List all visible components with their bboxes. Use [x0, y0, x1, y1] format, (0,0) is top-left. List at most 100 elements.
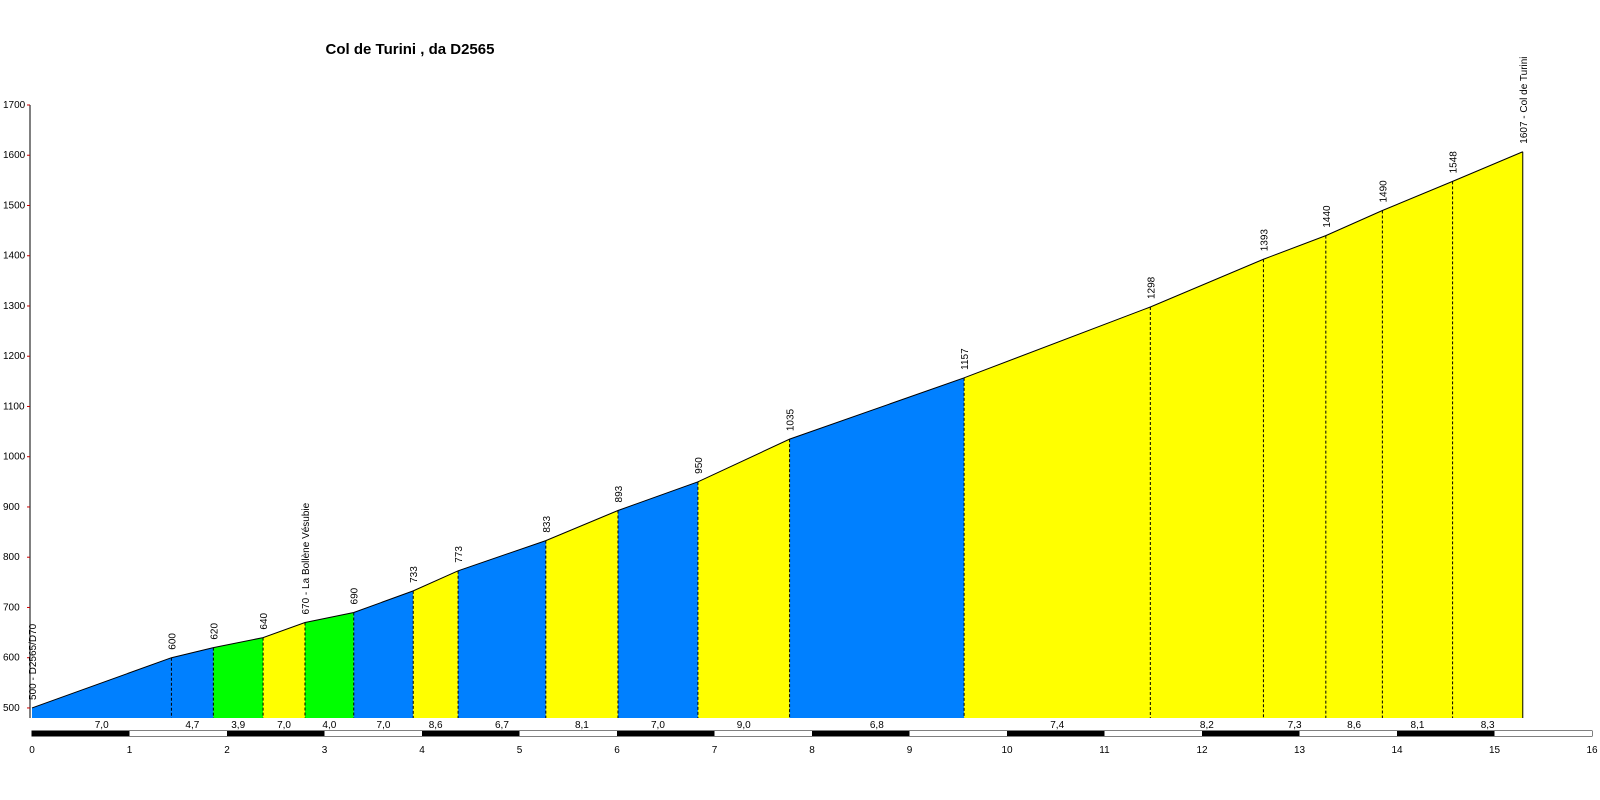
altitude-label: 670 - La Bollène Vésubie [301, 502, 312, 614]
altitude-label: 1548 [1449, 151, 1460, 174]
x-tick-label: 3 [322, 745, 328, 756]
y-tick-label: 1100 [3, 401, 25, 412]
x-tick-label: 5 [517, 745, 523, 756]
gradient-label: 7,0 [277, 720, 291, 731]
x-tick-label: 10 [1001, 745, 1013, 756]
gradient-label: 8,2 [1200, 720, 1214, 731]
profile-segment [697, 439, 790, 718]
x-tick-label: 1 [127, 745, 133, 756]
km-scale-block [714, 731, 812, 736]
km-scale-block [617, 731, 715, 736]
altitude-point-labels: 500 - D2565/D70 600 620 640 670 - La Bollène… [28, 56, 1530, 700]
km-scale-block [812, 731, 910, 736]
km-scale-block [1397, 731, 1495, 736]
km-scale-block [422, 731, 520, 736]
y-axis: 1700 1600 1500 1400 1300 1200 1100 1000 900 800 70… [3, 100, 31, 718]
profile-segment [1150, 259, 1264, 718]
km-scale-block [1299, 731, 1397, 736]
altitude-label: 773 [454, 546, 465, 563]
altitude-label: 950 [694, 457, 705, 474]
altitude-label: 833 [542, 516, 553, 533]
profile-outline [31, 151, 1524, 718]
y-tick-label: 900 [3, 502, 20, 513]
profile-segment [1382, 181, 1453, 718]
km-scale-block [909, 731, 1007, 736]
y-tick-label: 1200 [3, 351, 26, 362]
x-tick-label: 13 [1294, 745, 1306, 756]
segment-dividers [170, 181, 1454, 718]
x-tick-label: 16 [1586, 745, 1598, 756]
x-tick-label: 2 [224, 745, 230, 756]
altitude-label: 1157 [960, 348, 971, 370]
gradient-label: 3,9 [231, 720, 245, 731]
profile-segment [964, 306, 1151, 718]
gradient-label: 9,0 [737, 720, 751, 731]
gradient-label: 4,7 [185, 720, 199, 731]
altitude-label: 1440 [1322, 205, 1333, 228]
km-scale-block [1104, 731, 1202, 736]
altitude-label: 1035 [786, 408, 797, 431]
x-tick-label: 14 [1391, 745, 1403, 756]
km-scale-block [32, 731, 130, 736]
gradient-label: 8,6 [1347, 720, 1361, 731]
profile-segment [413, 570, 459, 718]
profile-line [31, 151, 1523, 709]
profile-segment [545, 510, 618, 718]
profile-segment [458, 540, 546, 718]
y-tick-label: 1700 [3, 100, 26, 111]
km-scale-block [227, 731, 325, 736]
profile-segment [617, 481, 698, 718]
x-tick-label: 9 [907, 745, 913, 756]
gradient-label: 4,0 [322, 720, 336, 731]
km-scale-block [519, 731, 617, 736]
y-tick-label: 1400 [3, 251, 26, 262]
altitude-label: 733 [409, 566, 420, 583]
gradient-labels: 7,0 4,7 3,9 7,0 4,0 7,0 8,6 6,7 8,1 7,0 9,0 6,8 7,4 8… [95, 720, 1495, 731]
km-scale-bar [31, 730, 1593, 737]
profile-segment [1263, 235, 1326, 718]
profile-segment [213, 637, 264, 718]
x-tick-label: 0 [29, 745, 35, 756]
altitude-label: 1490 [1378, 180, 1389, 203]
x-tick-label: 15 [1489, 745, 1501, 756]
profile-segment [1325, 210, 1383, 718]
x-tick-label: 4 [419, 745, 425, 756]
gradient-label: 6,7 [495, 720, 509, 731]
gradient-label: 7,0 [377, 720, 391, 731]
altitude-label: 600 [167, 633, 178, 650]
km-scale-block [129, 731, 227, 736]
altitude-label: 893 [614, 485, 625, 502]
y-tick-label: 1000 [3, 452, 26, 463]
y-tick-label: 800 [3, 552, 20, 563]
km-scale-block [324, 731, 422, 736]
gradient-label: 8,6 [429, 720, 443, 731]
y-tick-label: 700 [3, 602, 20, 613]
y-tick-label: 500 [3, 703, 20, 714]
altitude-label: 690 [350, 587, 361, 604]
gradient-label: 7,3 [1288, 720, 1302, 731]
profile-segment [1452, 151, 1523, 718]
gradient-label: 7,0 [651, 720, 665, 731]
gradient-label: 8,1 [1411, 720, 1425, 731]
gradient-label: 8,1 [575, 720, 589, 731]
gradient-label: 7,4 [1050, 720, 1064, 731]
km-scale-block [1007, 731, 1105, 736]
chart-title: Col de Turini , da D2565 [326, 41, 495, 58]
x-tick-label: 8 [809, 745, 815, 756]
altitude-label: 1298 [1146, 276, 1157, 299]
km-scale-block [1202, 731, 1300, 736]
km-scale-block [1494, 731, 1592, 736]
profile-segment [305, 612, 354, 718]
profile-segment [171, 647, 214, 718]
x-tick-label: 7 [712, 745, 718, 756]
x-tick-label: 12 [1196, 745, 1208, 756]
y-tick-label: 1600 [3, 150, 26, 161]
altitude-label: 1607 - Col de Turini [1519, 56, 1530, 143]
altitude-label: 500 - D2565/D70 [28, 623, 39, 700]
x-axis: 0 1 2 3 4 5 6 7 8 9 10 11 12 13 14 15 16 [29, 745, 1598, 756]
y-tick-label: 1300 [3, 301, 26, 312]
gradient-label: 8,3 [1481, 720, 1495, 731]
altitude-label: 1393 [1259, 229, 1270, 252]
x-tick-label: 6 [614, 745, 620, 756]
